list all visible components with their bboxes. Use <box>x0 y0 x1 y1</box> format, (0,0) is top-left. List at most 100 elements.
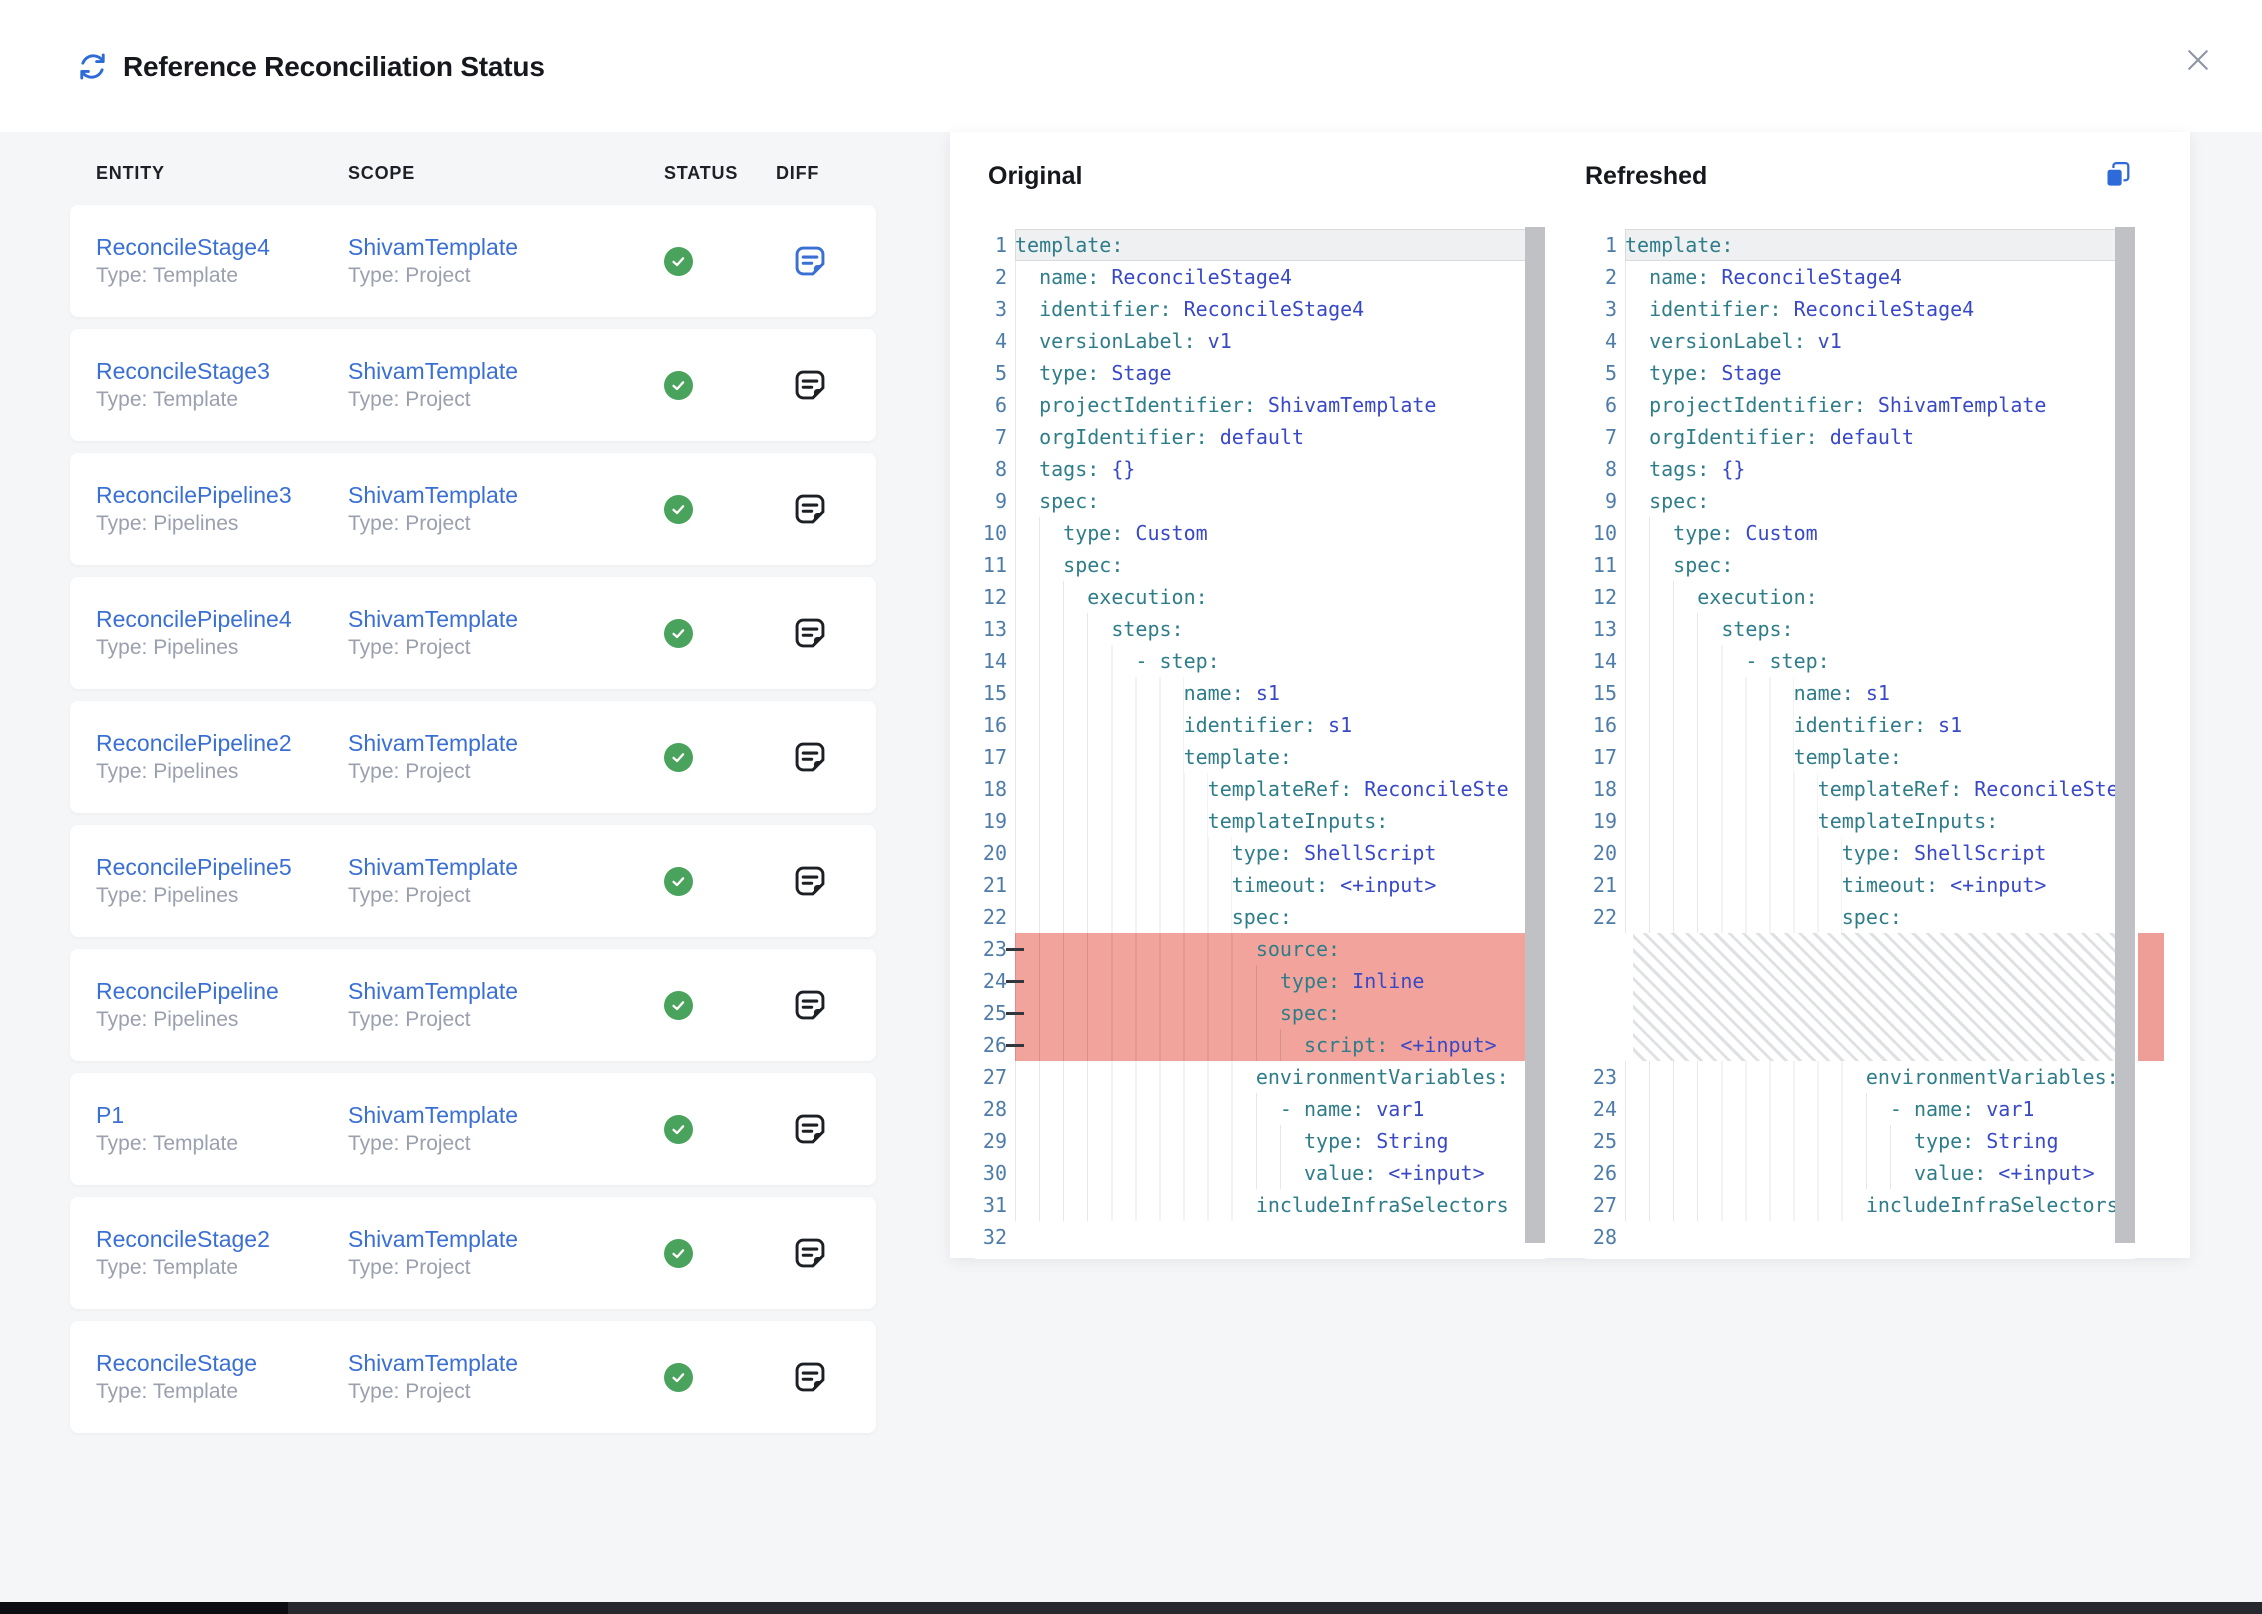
code-line: 32 <box>975 1221 1545 1253</box>
scope-link[interactable]: ShivamTemplate <box>348 1226 519 1252</box>
entity-type-label: Type: Pipelines <box>96 760 239 783</box>
scope-link[interactable]: ShivamTemplate <box>348 358 519 384</box>
copy-button[interactable] <box>2098 154 2138 194</box>
code-line: 17 template: <box>975 741 1545 773</box>
line-number: 9 <box>994 489 1007 513</box>
code-line: 11 spec: <box>1585 549 2135 581</box>
code-line: 1 template: <box>1585 229 2135 261</box>
check-icon <box>672 876 685 886</box>
line-number: 7 <box>1604 425 1617 449</box>
scope-link[interactable]: ShivamTemplate <box>348 606 519 632</box>
entity-link[interactable]: ReconcilePipeline2 <box>96 730 292 756</box>
line-content: timeout: <+input> <box>1015 869 1545 901</box>
diff-button[interactable] <box>792 615 828 651</box>
line-number: 3 <box>994 297 1007 321</box>
entity-link[interactable]: P1 <box>96 1102 125 1128</box>
line-content: value: <+input> <box>1015 1157 1545 1189</box>
code-line: 12 execution: <box>975 581 1545 613</box>
original-code-panel[interactable]: 1 template: 2 name: ReconcileStage4 3 identif… <box>975 225 1545 1259</box>
line-number: 1 <box>1604 233 1617 257</box>
entity-link[interactable]: ReconcilePipeline <box>96 978 279 1004</box>
line-number: 4 <box>1604 329 1617 353</box>
refreshed-scrollbar[interactable] <box>2115 227 2135 1243</box>
check-icon <box>672 752 685 762</box>
line-number: 28 <box>1592 1225 1617 1249</box>
entity-link[interactable]: ReconcileStage <box>96 1350 258 1376</box>
entity-link[interactable]: ReconcileStage4 <box>96 234 270 260</box>
line-number: 10 <box>1592 521 1617 545</box>
scope-cell: ShivamTemplate Type: Project <box>348 852 664 910</box>
diff-button[interactable] <box>792 491 828 527</box>
status-cell <box>664 494 776 524</box>
check-icon <box>672 1000 685 1010</box>
entity-link[interactable]: ReconcilePipeline3 <box>96 482 292 508</box>
line-number: 1 <box>994 233 1007 257</box>
line-number: 2 <box>994 265 1007 289</box>
close-icon <box>2188 50 2208 70</box>
diff-cell <box>776 739 876 775</box>
line-content: identifier: s1 <box>1625 709 2135 741</box>
original-scrollbar[interactable] <box>1525 227 1545 1243</box>
status-success-icon <box>664 370 693 400</box>
entity-link[interactable]: ReconcilePipeline5 <box>96 854 292 880</box>
entity-cell: P1 Type: Template <box>96 1100 348 1158</box>
entity-link[interactable]: ReconcilePipeline4 <box>96 606 292 632</box>
line-number: 8 <box>1604 457 1617 481</box>
dialog-header: Reference Reconciliation Status <box>0 0 2262 132</box>
entity-type-label: Type: Pipelines <box>96 884 239 907</box>
scope-cell: ShivamTemplate Type: Project <box>348 232 664 290</box>
scope-link[interactable]: ShivamTemplate <box>348 1102 519 1128</box>
code-line: 15 name: s1 <box>1585 677 2135 709</box>
line-number: 5 <box>994 361 1007 385</box>
code-line: 14 - step: <box>975 645 1545 677</box>
check-icon <box>672 628 685 638</box>
line-number: 21 <box>1592 873 1617 897</box>
diff-button[interactable] <box>792 367 828 403</box>
diff-button[interactable] <box>792 1359 828 1395</box>
diff-note-icon <box>795 1362 825 1392</box>
line-number: 20 <box>1592 841 1617 865</box>
diff-button[interactable] <box>792 1111 828 1147</box>
scope-link[interactable]: ShivamTemplate <box>348 1350 519 1376</box>
entity-link[interactable]: ReconcileStage2 <box>96 1226 270 1252</box>
column-header-status: STATUS <box>664 162 739 183</box>
scope-type-label: Type: Project <box>348 388 471 411</box>
scope-cell: ShivamTemplate Type: Project <box>348 356 664 414</box>
diff-note-icon <box>795 1238 825 1268</box>
scope-link[interactable]: ShivamTemplate <box>348 854 519 880</box>
diff-cell <box>776 987 876 1023</box>
scope-link[interactable]: ShivamTemplate <box>348 730 519 756</box>
scope-link[interactable]: ShivamTemplate <box>348 234 519 260</box>
scope-cell: ShivamTemplate Type: Project <box>348 480 664 538</box>
diff-button[interactable] <box>792 987 828 1023</box>
code-line: 19 templateInputs: <box>1585 805 2135 837</box>
line-number: 24 <box>982 969 1007 993</box>
scope-type-label: Type: Project <box>348 636 471 659</box>
diff-button[interactable] <box>792 1235 828 1271</box>
window-bottom-edge-dark <box>0 1602 288 1614</box>
refreshed-code-panel[interactable]: 1 template: 2 name: ReconcileStage4 3 identif… <box>1585 225 2135 1259</box>
diff-button[interactable] <box>792 243 828 279</box>
entity-link[interactable]: ReconcileStage3 <box>96 358 270 384</box>
line-content: template: <box>1015 229 1545 261</box>
code-line: 26 script: <+input> <box>975 1029 1545 1061</box>
table-row: ReconcilePipeline4 Type: Pipelines Shiva… <box>70 577 876 689</box>
diff-note-icon <box>795 618 825 648</box>
scope-link[interactable]: ShivamTemplate <box>348 482 519 508</box>
reconcile-table-rows: ReconcileStage4 Type: Template ShivamTem… <box>70 205 876 1433</box>
line-number: 22 <box>1592 905 1617 929</box>
diff-cell <box>776 367 876 403</box>
entity-cell: ReconcileStage2 Type: Template <box>96 1224 348 1282</box>
table-row: ReconcileStage4 Type: Template ShivamTem… <box>70 205 876 317</box>
code-line: 4 versionLabel: v1 <box>1585 325 2135 357</box>
scope-link[interactable]: ShivamTemplate <box>348 978 519 1004</box>
status-cell <box>664 1238 776 1268</box>
line-content: versionLabel: v1 <box>1625 325 2135 357</box>
close-button[interactable] <box>2180 42 2216 78</box>
line-content: tags: {} <box>1625 453 2135 485</box>
diff-button[interactable] <box>792 739 828 775</box>
scope-type-label: Type: Project <box>348 760 471 783</box>
diff-button[interactable] <box>792 863 828 899</box>
code-line: 1 template: <box>975 229 1545 261</box>
